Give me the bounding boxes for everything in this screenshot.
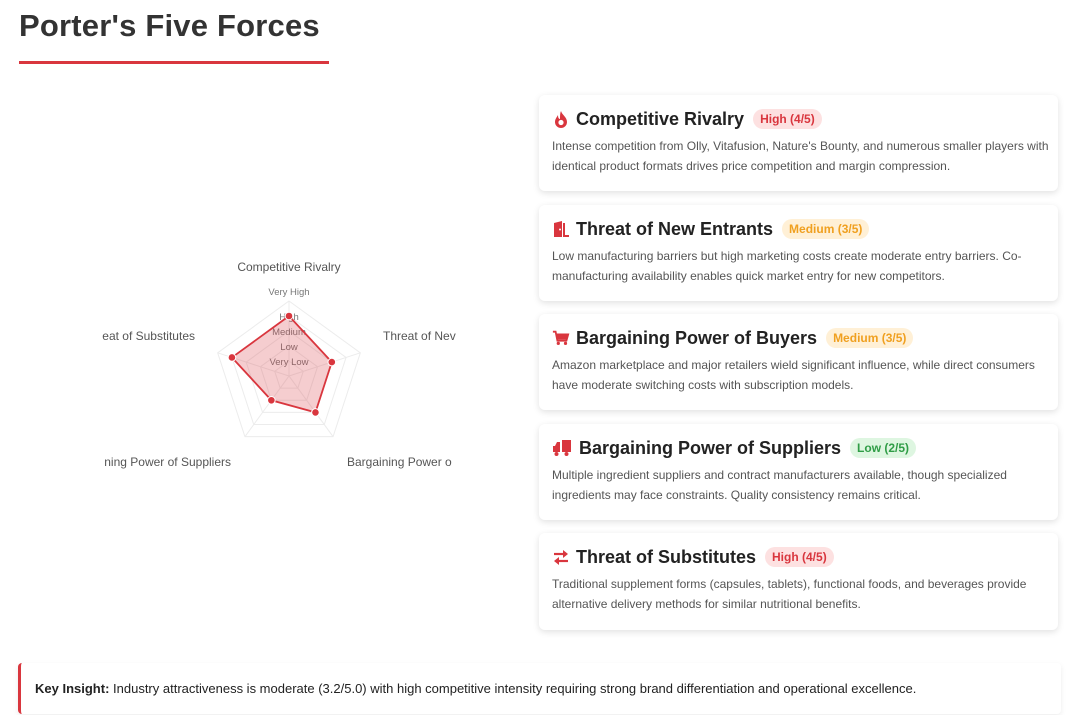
force-description: Low manufacturing barriers but high mark…	[552, 249, 1022, 283]
level-badge: High (4/5)	[765, 547, 834, 567]
force-description: Multiple ingredient suppliers and contra…	[552, 468, 1007, 502]
door-icon	[552, 220, 570, 238]
radar-axis-label: ning Power of Suppliers	[104, 455, 231, 469]
radar-grid-ring	[274, 360, 304, 389]
exchange-icon	[552, 548, 570, 566]
radar-level-label: Very Low	[269, 357, 308, 368]
force-title: Bargaining Power of Buyers	[576, 327, 818, 348]
radar-spoke	[244, 375, 290, 437]
force-card-bargaining-power-of-suppliers: Bargaining Power of Suppliers Low (2/5) …	[539, 424, 1058, 520]
radar-level-label: Very High	[268, 287, 309, 298]
truck-icon	[552, 439, 573, 457]
force-description: Intense competition from Olly, Vitafusio…	[552, 139, 1049, 173]
fire-icon	[552, 110, 570, 128]
page-title: Porter's Five Forces	[19, 8, 320, 43]
level-badge: Medium (3/5)	[826, 328, 914, 348]
cart-icon	[552, 329, 570, 347]
force-card-threat-of-substitutes: Threat of Substitutes High (4/5) Traditi…	[539, 533, 1058, 630]
key-insight-body: Industry attractiveness is moderate (3.2…	[109, 681, 917, 696]
radar-level-label: Medium	[272, 327, 306, 338]
key-insight-label: Key Insight:	[35, 681, 110, 696]
force-title: Threat of Substitutes	[576, 546, 757, 567]
radar-data-point	[327, 357, 337, 367]
radar-data-point	[284, 311, 294, 321]
radar-spoke	[288, 375, 334, 437]
radar-data-point	[267, 395, 276, 405]
force-title: Bargaining Power of Suppliers	[579, 437, 842, 458]
key-insight-text: Key Insight: Industry attractiveness is …	[35, 681, 916, 696]
radar-svg: Very LowLowMediumHighVery HighCompetitiv…	[102, 260, 456, 469]
radar-grid-ring	[217, 300, 361, 438]
level-badge: High (4/5)	[753, 109, 822, 129]
force-title: Competitive Rivalry	[576, 108, 745, 129]
radar-grid-ring	[245, 330, 333, 413]
radar-chart: Very LowLowMediumHighVery HighCompetitiv…	[90, 245, 470, 485]
force-card-competitive-rivalry: Competitive Rivalry High (4/5) Intense c…	[539, 95, 1058, 191]
force-description: Traditional supplement forms (capsules, …	[552, 577, 1027, 611]
force-card-bargaining-power-of-buyers: Bargaining Power of Buyers Medium (3/5) …	[539, 314, 1058, 410]
radar-axis-label: Competitive Rivalry	[237, 260, 340, 274]
radar-data-point	[227, 353, 237, 362]
radar-level-label: Low	[280, 342, 298, 353]
level-badge: Medium (3/5)	[782, 219, 870, 239]
title-underline	[19, 61, 329, 64]
radar-data-area	[230, 314, 333, 414]
radar-spoke	[288, 352, 361, 377]
force-title: Threat of New Entrants	[576, 218, 774, 239]
key-insight-box: Key Insight: Industry attractiveness is …	[18, 663, 1061, 714]
radar-grid-ring	[259, 345, 319, 401]
radar-axis-label: Threat of Nev	[383, 329, 456, 343]
level-badge: Low (2/5)	[850, 438, 917, 458]
radar-axis-label: eat of Substitutes	[102, 329, 195, 343]
radar-axis-label: Bargaining Power o	[347, 455, 452, 469]
radar-data-point	[311, 408, 320, 417]
force-card-threat-of-new-entrants: Threat of New Entrants Medium (3/5) Low …	[539, 205, 1058, 301]
force-description: Amazon marketplace and major retailers w…	[552, 358, 1035, 392]
